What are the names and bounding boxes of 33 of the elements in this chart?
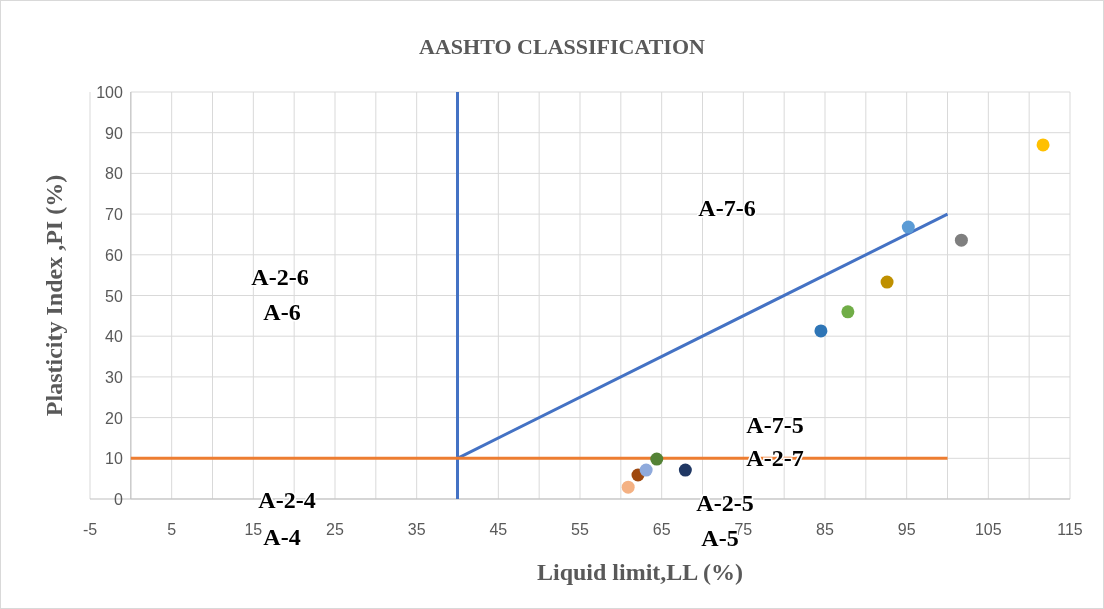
annotation: A-2-6 <box>251 264 309 290</box>
x-tick-label: 115 <box>1057 521 1083 538</box>
x-tick-label: 55 <box>571 521 589 538</box>
x-tick-label: -5 <box>82 521 98 538</box>
x-tick-label: 25 <box>326 521 344 538</box>
y-tick-label: 0 <box>113 491 123 508</box>
chart-title: AASHTO CLASSIFICATION <box>419 34 706 59</box>
y-tick-label: 90 <box>105 124 123 142</box>
annotation: A-7-6 <box>698 195 756 221</box>
x-tick-label: 105 <box>974 521 1002 538</box>
x-tick-label: 65 <box>652 521 671 538</box>
x-tick-label: 45 <box>489 521 508 538</box>
y-tick-label: 100 <box>96 84 123 101</box>
annotation: A-2-5 <box>696 490 754 516</box>
y-tick-label: 60 <box>105 246 123 264</box>
y-tick-label: 80 <box>105 165 123 183</box>
x-tick-label: 85 <box>816 521 834 538</box>
x-tick-label: 35 <box>407 521 426 538</box>
annotation: A-2-4 <box>258 487 316 513</box>
y-tick-label: 30 <box>105 368 123 386</box>
y-tick-label: 70 <box>105 206 123 224</box>
annotation: A-6 <box>263 299 301 325</box>
x-tick-label: 5 <box>167 521 177 538</box>
y-tick-label: 50 <box>105 287 123 305</box>
y-tick-label: 20 <box>105 409 123 427</box>
y-tick-label: 40 <box>105 328 123 346</box>
y-tick-label: 10 <box>105 450 123 468</box>
y-axis-title: Plasticity Index ,PI (%) <box>41 174 67 417</box>
text: A-4 <box>263 524 301 550</box>
x-axis-title: Liquid limit,LL (%) <box>536 559 744 585</box>
x-tick-label: 95 <box>897 521 916 538</box>
x-tick-label: 15 <box>244 521 263 538</box>
annotation: A-7-5 <box>746 412 804 438</box>
